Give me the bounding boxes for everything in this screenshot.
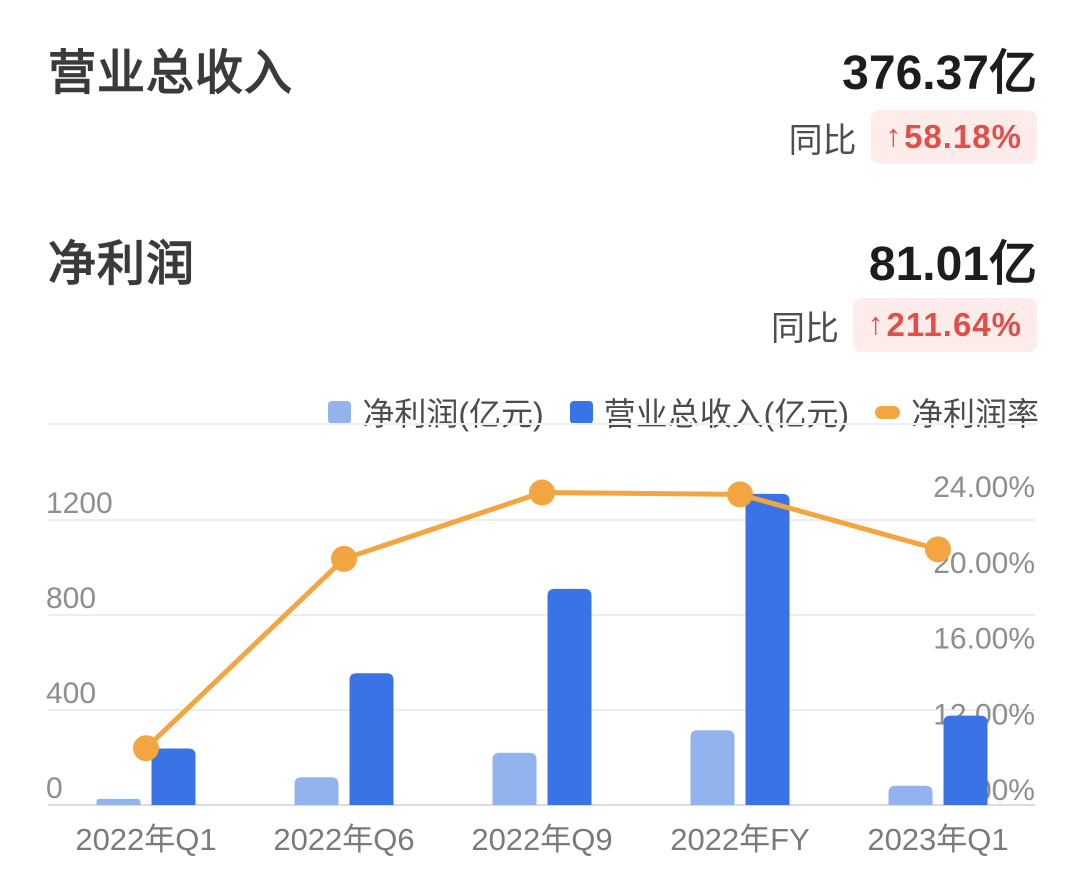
profit-yoy-row: 同比 ↑ 211.64% bbox=[771, 298, 1037, 352]
revenue-yoy-percent: 58.18% bbox=[904, 118, 1022, 155]
profit-yoy-percent: 211.64% bbox=[886, 306, 1022, 343]
bar-net-profit-2022年Q6[interactable] bbox=[294, 777, 339, 805]
legend-item-net-margin[interactable]: 净利润率 bbox=[874, 389, 1039, 435]
legend-divider bbox=[48, 423, 1036, 425]
legend-label: 净利润(亿元) bbox=[362, 396, 544, 432]
bar-revenue-2022年Q1[interactable] bbox=[151, 748, 196, 805]
revenue-swatch-icon bbox=[569, 400, 593, 424]
net-margin-point-2022年Q1[interactable] bbox=[133, 735, 159, 762]
revenue-yoy-row: 同比 ↑ 58.18% bbox=[789, 110, 1037, 164]
net-margin-point-2023年Q1[interactable] bbox=[925, 536, 951, 563]
bar-net-profit-2022年FY[interactable] bbox=[690, 730, 735, 805]
bar-revenue-2023年Q1[interactable] bbox=[943, 715, 988, 805]
net-profit-swatch-icon bbox=[328, 400, 352, 424]
left-axis-tick: 400 bbox=[46, 677, 96, 710]
bar-revenue-2022年FY[interactable] bbox=[745, 493, 790, 805]
net-margin-point-2022年FY[interactable] bbox=[727, 481, 753, 508]
legend-label: 净利润率 bbox=[910, 396, 1039, 432]
revenue-yoy-badge: ↑ 58.18% bbox=[870, 110, 1037, 164]
revenue-title: 营业总收入 bbox=[48, 47, 294, 100]
profit-value: 81.01亿 bbox=[868, 238, 1037, 291]
profit-yoy-label: 同比 bbox=[771, 309, 840, 348]
legend-item-revenue[interactable]: 营业总收入(亿元) bbox=[569, 389, 849, 435]
x-axis-label: 2022年Q9 bbox=[471, 822, 612, 857]
bar-revenue-2022年Q6[interactable] bbox=[349, 673, 394, 805]
bar-net-profit-2022年Q9[interactable] bbox=[492, 752, 537, 805]
revenue-value: 376.37亿 bbox=[842, 47, 1037, 100]
legend-label: 营业总收入(亿元) bbox=[603, 396, 849, 432]
right-axis-tick: 16.00% bbox=[933, 623, 1035, 656]
bar-net-profit-2022年Q1[interactable] bbox=[96, 798, 141, 805]
right-axis-tick: 24.00% bbox=[933, 471, 1035, 504]
left-axis-tick: 0 bbox=[46, 772, 63, 805]
financials-combo-chart: 040080012008.00%12.00%16.00%20.00%24.00%… bbox=[46, 471, 1035, 857]
revenue-yoy-label: 同比 bbox=[788, 121, 857, 160]
bar-revenue-2022年Q9[interactable] bbox=[547, 588, 592, 805]
net-margin-point-2022年Q9[interactable] bbox=[529, 479, 555, 506]
chart-legend: 净利润(亿元) 营业总收入(亿元) 净利润率 bbox=[328, 389, 1039, 435]
x-axis-label: 2022年Q1 bbox=[75, 822, 216, 857]
legend-item-net-profit[interactable]: 净利润(亿元) bbox=[328, 389, 544, 435]
x-axis-label: 2022年FY bbox=[670, 822, 810, 857]
net-margin-swatch-icon bbox=[874, 405, 900, 419]
left-axis-tick: 800 bbox=[46, 582, 96, 615]
bar-net-profit-2023年Q1[interactable] bbox=[888, 785, 933, 805]
x-axis-label: 2022年Q6 bbox=[273, 822, 414, 857]
x-axis-label: 2023年Q1 bbox=[867, 822, 1008, 857]
up-arrow-icon: ↑ bbox=[868, 306, 884, 341]
profit-title: 净利润 bbox=[48, 238, 196, 291]
net-margin-point-2022年Q6[interactable] bbox=[331, 545, 357, 572]
left-axis-tick: 1200 bbox=[46, 487, 113, 520]
up-arrow-icon: ↑ bbox=[885, 118, 902, 153]
profit-yoy-badge: ↑ 211.64% bbox=[853, 298, 1037, 352]
